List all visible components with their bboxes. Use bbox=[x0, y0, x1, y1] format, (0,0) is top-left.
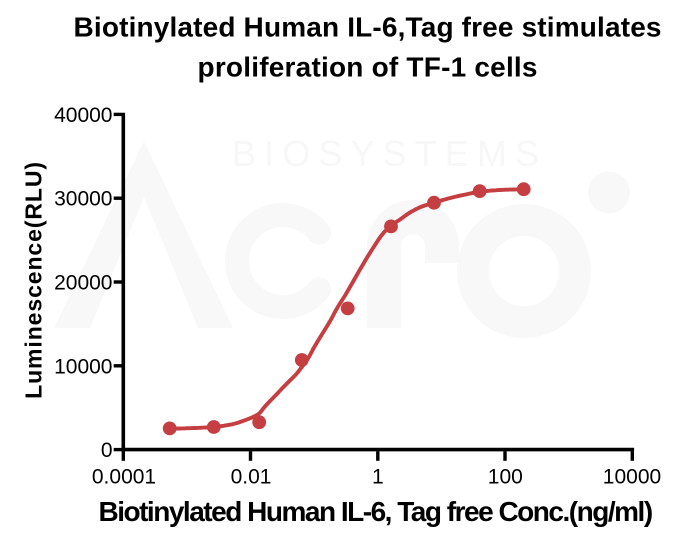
svg-text:0.01: 0.01 bbox=[231, 465, 272, 488]
svg-text:Luminescence(RLU): Luminescence(RLU) bbox=[21, 162, 47, 399]
svg-text:10000: 10000 bbox=[54, 355, 112, 378]
svg-text:Biotinylated Human IL-6, Tag f: Biotinylated Human IL-6, Tag free Conc.(… bbox=[98, 496, 653, 527]
svg-text:100: 100 bbox=[488, 465, 523, 488]
svg-text:1: 1 bbox=[372, 465, 384, 488]
svg-text:30000: 30000 bbox=[54, 188, 112, 211]
svg-text:0: 0 bbox=[101, 439, 113, 462]
svg-text:40000: 40000 bbox=[54, 104, 112, 127]
svg-text:Biotinylated Human IL-6,Tag fr: Biotinylated Human IL-6,Tag free stimula… bbox=[74, 12, 662, 43]
svg-text:proliferation of TF-1 cells: proliferation of TF-1 cells bbox=[198, 52, 538, 83]
svg-text:0.0001: 0.0001 bbox=[92, 465, 156, 488]
svg-text:10000: 10000 bbox=[603, 465, 661, 488]
svg-text:20000: 20000 bbox=[54, 272, 112, 295]
svg-text:BIOSYSTEMS: BIOSYSTEMS bbox=[232, 133, 539, 174]
